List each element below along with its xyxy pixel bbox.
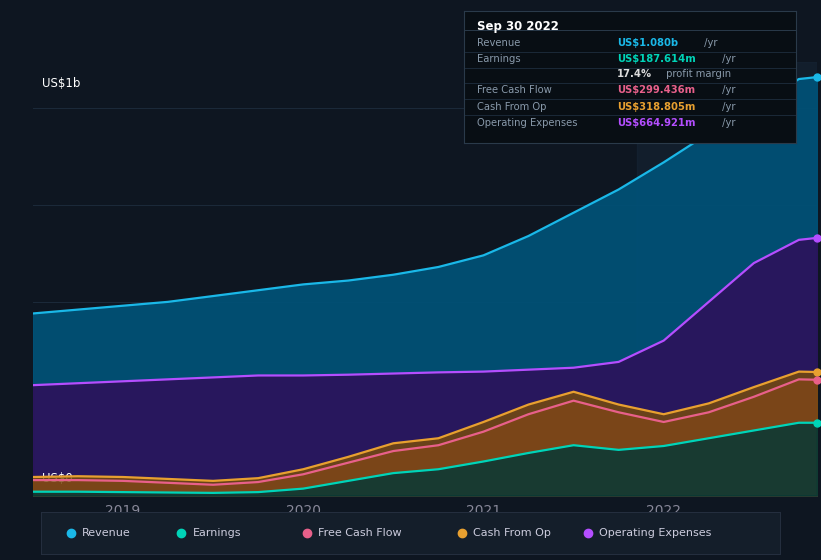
- Text: US$1b: US$1b: [42, 77, 80, 90]
- Text: Free Cash Flow: Free Cash Flow: [477, 85, 552, 95]
- Text: Revenue: Revenue: [82, 529, 131, 538]
- Text: US$1.080b: US$1.080b: [617, 38, 678, 48]
- Text: /yr: /yr: [719, 118, 736, 128]
- Text: Earnings: Earnings: [477, 54, 521, 64]
- Text: /yr: /yr: [700, 38, 717, 48]
- Text: Sep 30 2022: Sep 30 2022: [477, 20, 559, 34]
- Text: US$318.805m: US$318.805m: [617, 101, 695, 111]
- Text: /yr: /yr: [719, 85, 736, 95]
- Bar: [636, 62, 817, 496]
- Text: Operating Expenses: Operating Expenses: [599, 529, 711, 538]
- Text: US$0: US$0: [42, 472, 73, 485]
- Text: Free Cash Flow: Free Cash Flow: [319, 529, 401, 538]
- Text: /yr: /yr: [719, 101, 736, 111]
- Text: Revenue: Revenue: [477, 38, 521, 48]
- Text: /yr: /yr: [719, 54, 736, 64]
- Text: 17.4%: 17.4%: [617, 69, 652, 79]
- Text: US$664.921m: US$664.921m: [617, 118, 695, 128]
- Text: Earnings: Earnings: [192, 529, 241, 538]
- Text: Cash From Op: Cash From Op: [474, 529, 551, 538]
- Text: US$299.436m: US$299.436m: [617, 85, 695, 95]
- Text: US$187.614m: US$187.614m: [617, 54, 695, 64]
- Text: Operating Expenses: Operating Expenses: [477, 118, 578, 128]
- Text: Cash From Op: Cash From Op: [477, 101, 547, 111]
- Text: profit margin: profit margin: [663, 69, 732, 79]
